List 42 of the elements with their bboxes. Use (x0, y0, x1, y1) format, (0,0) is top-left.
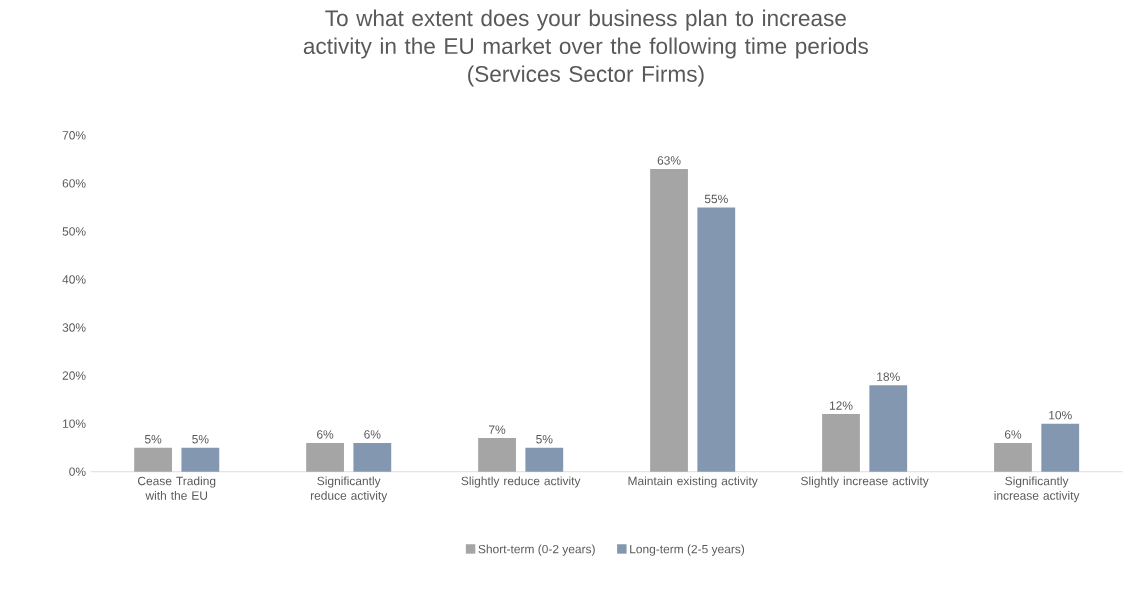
bar (134, 447, 172, 472)
data-label: 6% (364, 430, 381, 439)
bar (869, 385, 908, 472)
y-tick-label: 70% (62, 131, 86, 140)
data-label: 5% (192, 435, 209, 444)
x-tick-label: Cease Trading with the EU (138, 476, 216, 500)
bar (353, 442, 392, 472)
bar (822, 414, 860, 472)
x-tick-label: Maintain existing activity (628, 476, 758, 488)
y-tick-label: 10% (63, 419, 86, 428)
data-label: 63% (657, 156, 681, 165)
x-tick-label: Significantly reduce activity (310, 476, 388, 503)
data-label: 5% (536, 435, 553, 444)
x-tick-label: Slightly reduce activity (461, 476, 581, 488)
chart-subtitle: (Services Sector Firms) (468, 65, 704, 87)
y-tick-label: 50% (62, 227, 86, 236)
data-label: 5% (144, 435, 162, 444)
x-tick-label: Slightly increase activity (801, 476, 929, 488)
bar (994, 442, 1032, 472)
y-tick-label: 60% (62, 179, 86, 188)
legend-label: Short-term (0-2 years) (478, 544, 595, 556)
chart-title: To what extent does your business plan to increase activity in the EU market over the following time periods (303, 9, 868, 59)
bar (697, 207, 736, 472)
x-tick-label: Significantly increase activity (994, 476, 1080, 503)
y-tick-label: 0% (69, 467, 86, 476)
y-tick-label: 20% (62, 371, 86, 380)
data-label: 18% (877, 372, 900, 382)
y-tick-label: 40% (62, 275, 86, 284)
data-label: 6% (317, 430, 334, 439)
bar (478, 438, 516, 472)
data-label: 6% (1004, 430, 1022, 439)
legend-label: Long-term (2-5 years) (630, 544, 745, 556)
bar (181, 447, 220, 472)
data-label: 10% (1049, 410, 1072, 420)
bar (650, 169, 688, 472)
data-label: 12% (829, 401, 853, 410)
bar (1041, 423, 1080, 472)
bar (525, 447, 564, 472)
bar (306, 442, 344, 472)
data-label: 7% (489, 425, 506, 434)
y-tick-label: 30% (62, 323, 86, 332)
data-label: 55% (704, 194, 728, 204)
